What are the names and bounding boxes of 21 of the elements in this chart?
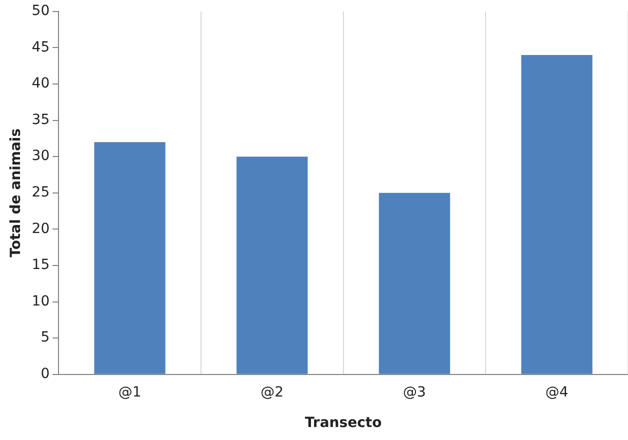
x-tick-label: @1: [118, 384, 142, 400]
x-tick-label: @3: [403, 384, 426, 400]
y-tick-label: 10: [32, 293, 50, 310]
y-axis-title: Total de animais: [8, 128, 24, 258]
bar: [94, 142, 166, 374]
y-tick-label: 45: [32, 39, 50, 56]
y-tick-label: 5: [40, 330, 50, 346]
y-tick-label: 0: [40, 366, 50, 382]
bar: [521, 54, 592, 374]
y-tick-label: 20: [32, 220, 50, 237]
bar: [378, 192, 450, 374]
x-tick-label: @2: [260, 384, 284, 400]
y-tick-label: 35: [32, 112, 50, 128]
x-axis-title: Transecto: [304, 415, 382, 432]
y-tick-label: 40: [32, 76, 50, 92]
y-tick-label: 30: [32, 148, 50, 164]
bar: [236, 156, 308, 374]
y-tick-label: 50: [32, 3, 50, 20]
x-tick-label: @4: [545, 384, 568, 400]
y-tick-label: 15: [32, 257, 50, 274]
y-tick-label: 25: [32, 184, 50, 201]
